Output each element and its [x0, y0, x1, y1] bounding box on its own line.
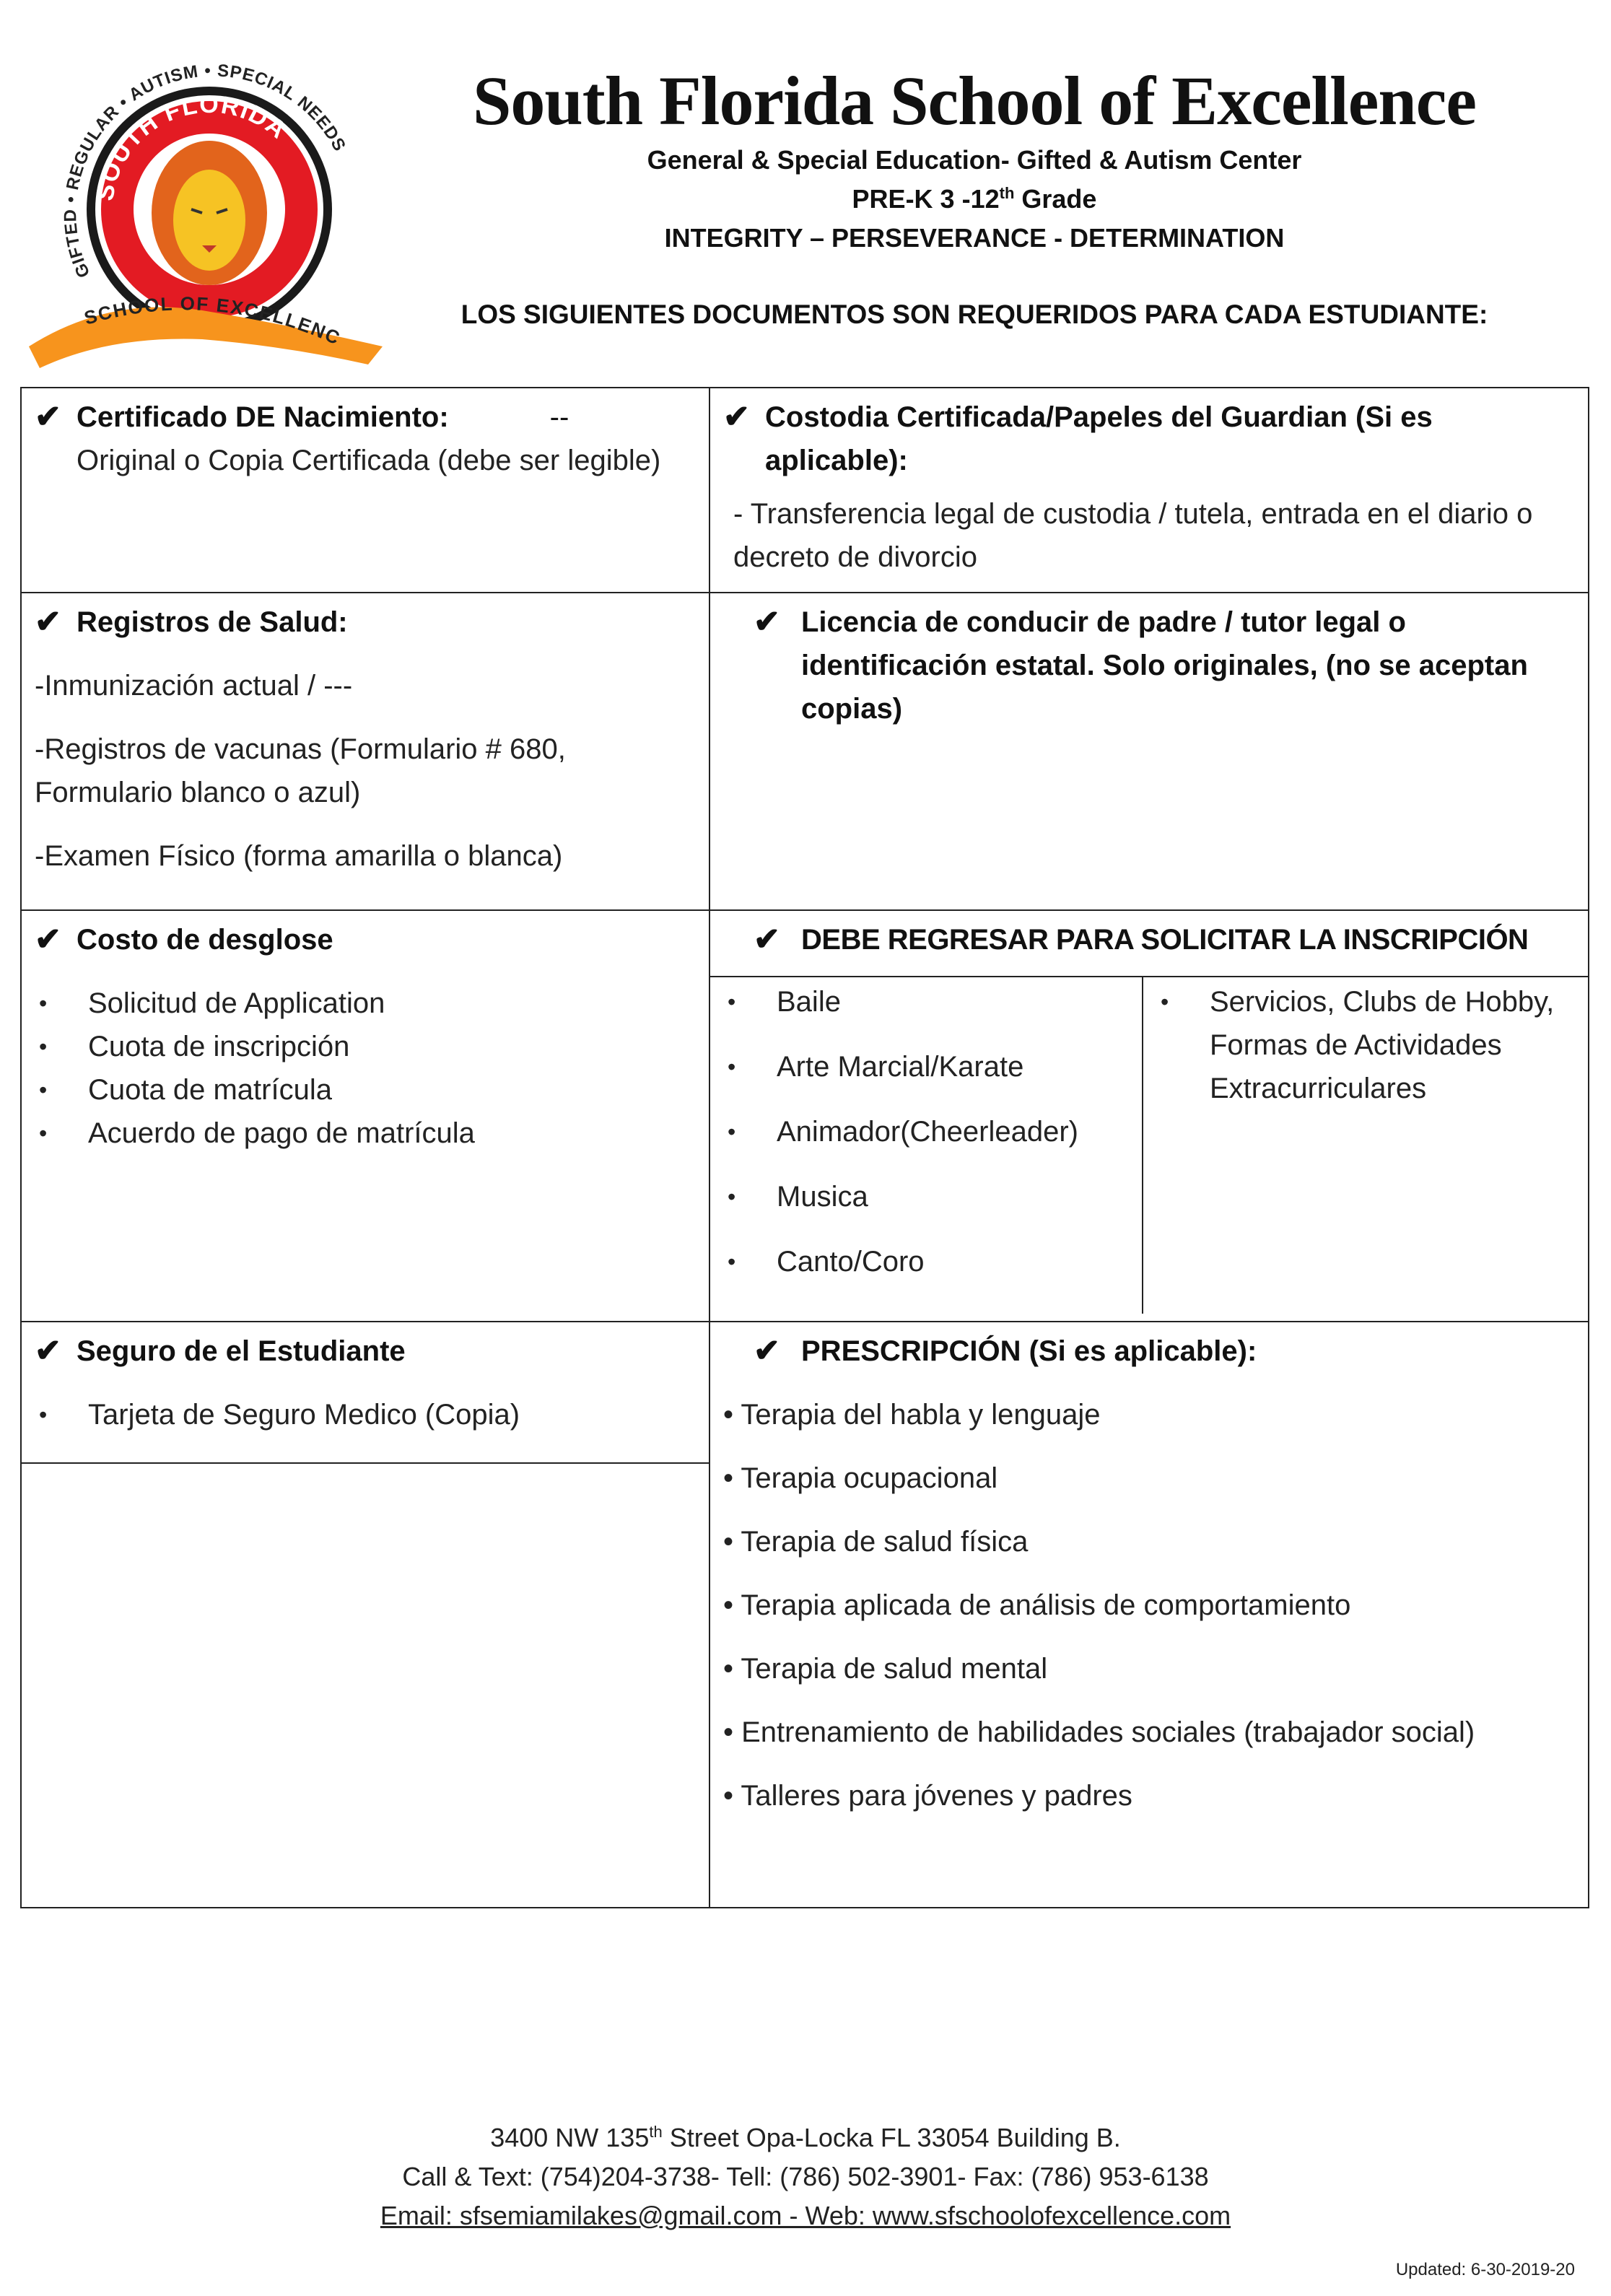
list-item: Musica — [723, 1175, 1135, 1218]
checkmark-icon: ✔ — [723, 399, 750, 435]
subtitle-programs: General & Special Education- Gifted & Au… — [647, 145, 1302, 175]
list-item: Animador(Cheerleader) — [723, 1110, 1135, 1153]
cell-insurance: ✔Seguro de el Estudiante Tarjeta de Segu… — [22, 1322, 709, 1464]
subtitle-values: INTEGRITY – PERSEVERANCE - DETERMINATION — [664, 223, 1285, 253]
cell-return-activities: Baile Arte Marcial/Karate Animador(Cheer… — [710, 977, 1143, 1314]
list-item: Tarjeta de Seguro Medico (Copia) — [35, 1393, 697, 1436]
checkmark-icon: ✔ — [35, 604, 61, 640]
list-item: Acuerdo de pago de matrícula — [35, 1112, 697, 1155]
list-item: Servicios, Clubs de Hobby, Formas de Act… — [1156, 980, 1576, 1110]
checkmark-icon: ✔ — [35, 399, 61, 435]
list-item: Cuota de inscripción — [35, 1025, 697, 1068]
subtitle-grades: PRE-K 3 -12th Grade — [852, 184, 1097, 214]
cell-health-records: ✔ Registros de Salud: -Inmunización actua… — [20, 592, 710, 911]
cell-custody: ✔ Costodia Certificada/Papeles del Guardi… — [709, 387, 1589, 593]
cell-drivers-license: ✔ Licencia de conducir de padre / tutor l… — [709, 592, 1589, 911]
list-item: Arte Marcial/Karate — [723, 1045, 1135, 1088]
required-documents-notice: LOS SIGUIENTES DOCUMENTOS SON REQUERIDOS… — [460, 300, 1488, 329]
footer-phones: Call & Text: (754)204-3738- Tell: (786) … — [402, 2162, 1209, 2191]
footer-contact-link[interactable]: Email: sfsemiamilakes@gmail.com - Web: w… — [380, 2201, 1231, 2230]
list-item: Solicitud de Application — [35, 982, 697, 1025]
requirements-table: ✔ Certificado DE Nacimiento: -- Original o… — [20, 387, 1589, 1908]
cell-cost-breakdown: ✔Costo de desglose Solicitud de Applicat… — [20, 909, 710, 1322]
cell-prescription: ✔ PRESCRIPCIÓN (Si es aplicable): • Terap… — [709, 1321, 1589, 1908]
list-item: • Terapia del habla y lenguaje — [723, 1399, 1101, 1431]
checkmark-icon: ✔ — [754, 604, 780, 640]
cell-return: ✔ DEBE REGRESAR PARA SOLICITAR LA INSCRIP… — [709, 909, 1589, 1322]
school-logo: GIFTED • REGULAR • AUTISM • SPECIAL NEED… — [14, 12, 390, 368]
cell-birth-certificate: ✔ Certificado DE Nacimiento: -- Original o… — [20, 387, 710, 593]
cell-insurance-column: ✔Seguro de el Estudiante Tarjeta de Segu… — [20, 1321, 710, 1908]
list-item: • Talleres para jóvenes y padres — [723, 1780, 1132, 1812]
cell-return-services: Servicios, Clubs de Hobby, Formas de Act… — [1143, 977, 1588, 1314]
list-item: • Terapia ocupacional — [723, 1462, 998, 1494]
list-item: Baile — [723, 980, 1135, 1023]
list-item: • Entrenamiento de habilidades sociales … — [723, 1716, 1475, 1748]
page-title: South Florida School of Excellence — [473, 62, 1477, 139]
checkmark-icon: ✔ — [754, 922, 780, 957]
list-item: • Terapia aplicada de análisis de compor… — [723, 1589, 1351, 1621]
checkmark-icon: ✔ — [35, 1333, 61, 1369]
footer-address: 3400 NW 135th Street Opa-Locka FL 33054 … — [490, 2123, 1121, 2152]
checkmark-icon: ✔ — [754, 1333, 780, 1369]
checkmark-icon: ✔ — [35, 922, 61, 957]
list-item: Cuota de matrícula — [35, 1068, 697, 1112]
list-item: • Terapia de salud física — [723, 1526, 1029, 1558]
list-item: • Terapia de salud mental — [723, 1653, 1048, 1685]
cell-return-header: ✔ DEBE REGRESAR PARA SOLICITAR LA INSCRIP… — [710, 911, 1588, 977]
list-item: Canto/Coro — [723, 1240, 1135, 1283]
updated-date: Updated: 6-30-2019-20 — [1395, 2260, 1575, 2279]
